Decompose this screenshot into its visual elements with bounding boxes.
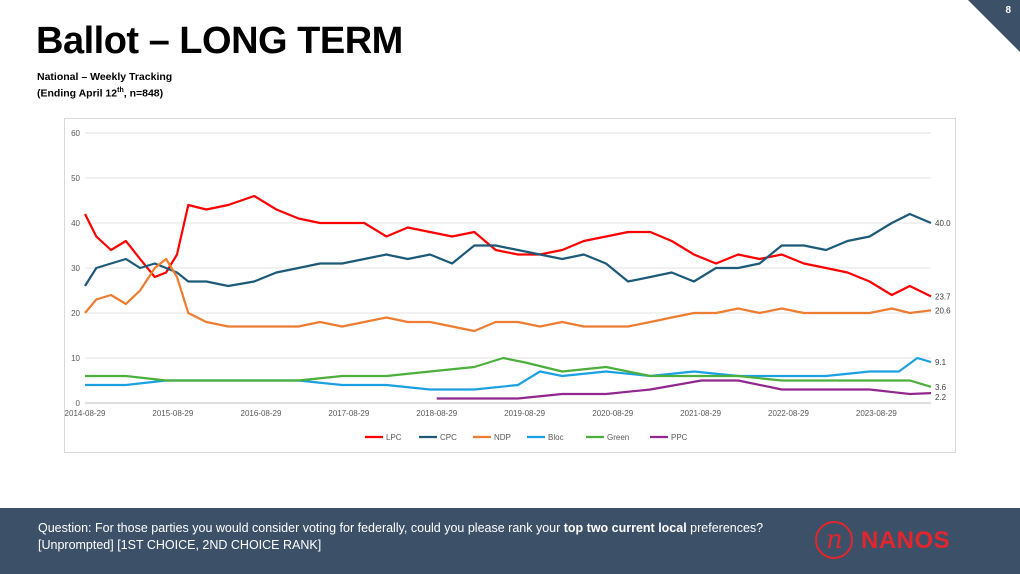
footer-bar: Question: For those parties you would co… <box>0 508 1020 574</box>
series-line-bloc <box>85 356 932 391</box>
end-label-green: 3.6 <box>935 383 947 392</box>
series-line-green <box>85 356 932 388</box>
y-tick-label: 10 <box>71 354 80 363</box>
legend-label-ndp: NDP <box>494 433 511 442</box>
page-title: Ballot – LONG TERM <box>36 20 403 62</box>
series-line-lpc <box>84 194 932 298</box>
line-chart: 0 10 20 30 40 50 60 2014-08-29 2015-08-29 2016-08… <box>65 129 952 442</box>
question-text-post: preferences? [Unprompted] [1ST CHOICE, 2… <box>38 521 764 552</box>
corner-tab <box>968 0 1020 52</box>
end-label-ppc: 2.2 <box>935 393 947 402</box>
y-tick-label: 50 <box>71 174 80 183</box>
legend-label-cpc: CPC <box>440 433 457 442</box>
y-tick-label: 20 <box>71 309 80 318</box>
y-tick-label: 0 <box>76 399 81 408</box>
question-text-bold: top two current local <box>563 521 687 535</box>
series-line-cpc <box>84 212 932 288</box>
end-label-bloc: 9.1 <box>935 358 947 367</box>
survey-question: Question: For those parties you would co… <box>38 520 778 554</box>
legend-label-lpc: LPC <box>386 433 402 442</box>
end-label-ndp: 20.6 <box>935 306 951 315</box>
x-tick-label: 2022-08-29 <box>768 409 809 418</box>
logo-wordmark: NANOS <box>861 527 951 554</box>
logo-mark-letter: n <box>826 525 843 555</box>
x-tick-label: 2018-08-29 <box>416 409 457 418</box>
x-tick-label: 2014-08-29 <box>65 409 106 418</box>
logo-circle-icon: n <box>815 521 853 559</box>
y-tick-label: 60 <box>71 129 80 138</box>
legend-label-green: Green <box>607 433 629 442</box>
subtitle-line-2-pre: (Ending April 12 <box>37 87 118 100</box>
x-tick-label: 2019-08-29 <box>504 409 545 418</box>
legend-label-bloc: Bloc <box>548 433 564 442</box>
x-tick-label: 2017-08-29 <box>328 409 369 418</box>
end-label-lpc: 23.7 <box>935 292 951 301</box>
y-tick-label: 40 <box>71 219 80 228</box>
subtitle-sup: th <box>117 87 124 94</box>
subtitle-line-1: National – Weekly Tracking <box>37 71 173 83</box>
x-tick-label: 2023-08-29 <box>856 409 897 418</box>
x-tick-label: 2021-08-29 <box>680 409 721 418</box>
x-tick-label: 2020-08-29 <box>592 409 633 418</box>
x-tick-label: 2016-08-29 <box>241 409 282 418</box>
series-line-ppc <box>436 379 932 400</box>
legend-label-ppc: PPC <box>671 433 688 442</box>
page-number: 8 <box>1005 5 1011 16</box>
page-subtitle: National – Weekly Tracking (Ending April… <box>37 70 172 101</box>
end-label-cpc: 40.0 <box>935 219 951 228</box>
subtitle-line-2-post: , n=848) <box>123 87 164 100</box>
chart-frame: 0 10 20 30 40 50 60 2014-08-29 2015-08-29 2016-08… <box>64 118 956 453</box>
question-text-pre: Question: For those parties you would co… <box>38 521 564 535</box>
x-tick-label: 2015-08-29 <box>152 409 193 418</box>
y-tick-label: 30 <box>71 264 80 273</box>
subtitle-line-2: (Ending April 12th, n=848) <box>37 84 172 101</box>
nanos-logo: n NANOS <box>815 521 975 561</box>
series-line-ndp <box>84 257 932 333</box>
